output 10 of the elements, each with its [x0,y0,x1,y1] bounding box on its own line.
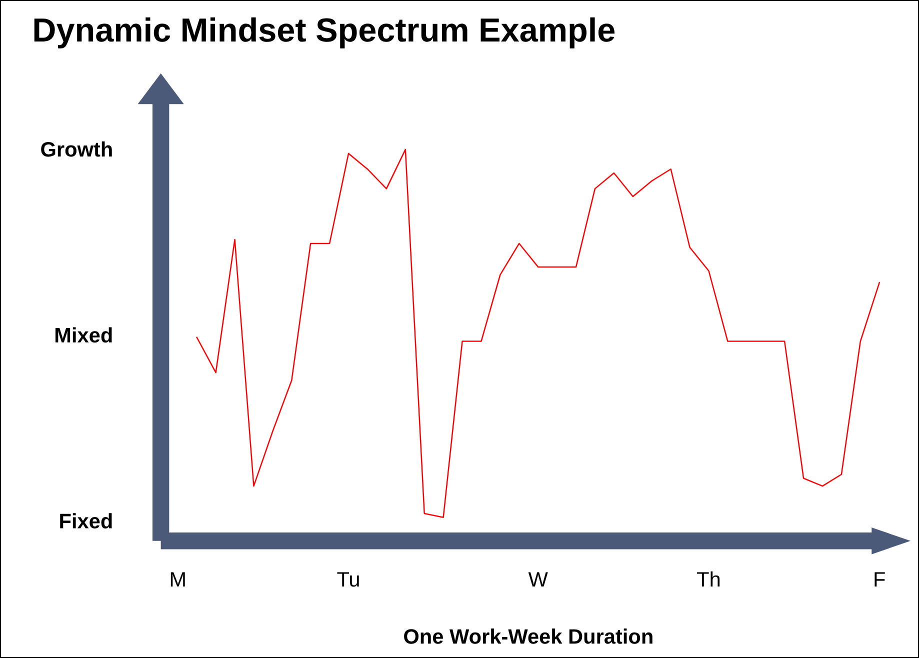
x-tick-label: W [528,572,548,587]
chart-title: Dynamic Mindset Spectrum Example [34,17,615,48]
text: Fixed [60,513,112,528]
text: Mixed [56,327,112,343]
x-tick-label: M [170,572,185,587]
x-tick-label: Tu [337,572,359,587]
text: Growth [41,141,112,157]
x-tick-label: Th [697,571,720,587]
x-tick-label: F [874,572,885,587]
x-axis-title: One Work-Week Duration [404,628,652,644]
